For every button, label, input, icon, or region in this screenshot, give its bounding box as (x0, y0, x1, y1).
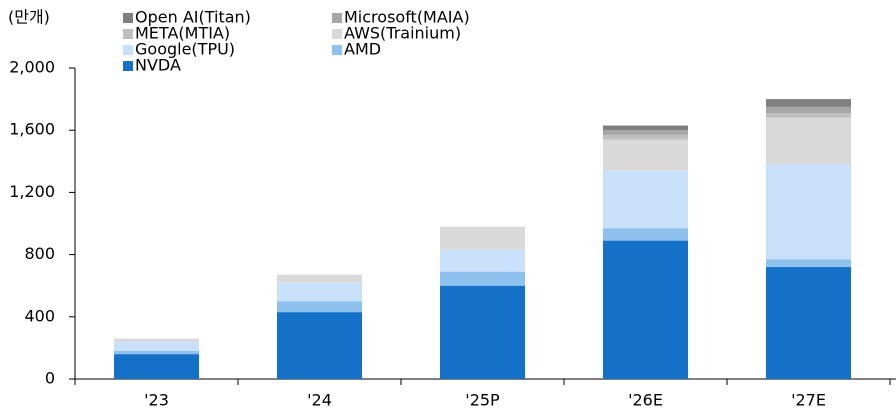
legend-label: META(MTIA) (135, 24, 230, 43)
bar-segment (766, 164, 851, 260)
y-tick-label: 1,600 (9, 120, 55, 139)
bar-segment (766, 259, 851, 268)
bar-segment (114, 351, 199, 355)
x-tick-label: '24 (307, 391, 332, 409)
bar-segment (603, 134, 688, 140)
bar-segment (277, 312, 362, 379)
legend-swatch (332, 13, 342, 23)
bar-segment (277, 301, 362, 313)
bar-segment (603, 130, 688, 135)
legend-label: AMD (344, 40, 381, 59)
legend-swatch (332, 45, 342, 55)
legend-swatch (123, 45, 133, 55)
bar-segment (114, 341, 199, 352)
bar-segment (277, 274, 362, 283)
y-tick-label: 1,200 (9, 182, 55, 201)
y-axis-label: (만개) (8, 8, 50, 27)
legend-label: Google(TPU) (135, 40, 235, 59)
bar-segment (603, 228, 688, 241)
bar-segment (603, 240, 688, 379)
bar-segment (766, 106, 851, 114)
legend-label: Microsoft(MAIA) (344, 8, 470, 27)
y-tick-label: 800 (24, 244, 55, 263)
bar-segment (114, 338, 199, 342)
bar-segment (277, 282, 362, 302)
bar-segment (766, 113, 851, 118)
bar-segment (766, 267, 851, 379)
legend-swatch (123, 13, 133, 23)
legend-label: NVDA (135, 56, 181, 75)
bar-segment (440, 285, 525, 379)
legend-swatch (123, 61, 133, 71)
legend-swatch (123, 29, 133, 39)
bar-segment (766, 117, 851, 165)
bar-segment (440, 249, 525, 272)
legend-swatch (332, 29, 342, 39)
bar-segment (603, 170, 688, 229)
legend-label: Open AI(Titan) (135, 8, 251, 27)
bar-segment (114, 354, 199, 379)
bar-segment (766, 99, 851, 107)
bar-segment (603, 125, 688, 131)
bar-segment (603, 139, 688, 171)
x-tick-label: '27E (791, 391, 826, 409)
y-tick-label: 0 (45, 369, 55, 388)
x-tick-label: '25P (465, 391, 500, 409)
bar-segment (440, 271, 525, 286)
bar-segment (440, 226, 525, 250)
legend-label: AWS(Trainium) (344, 24, 461, 43)
y-tick-label: 400 (24, 306, 55, 325)
y-tick-label: 2,000 (9, 58, 55, 77)
x-tick-label: '26E (628, 391, 663, 409)
x-tick-label: '23 (144, 391, 169, 409)
